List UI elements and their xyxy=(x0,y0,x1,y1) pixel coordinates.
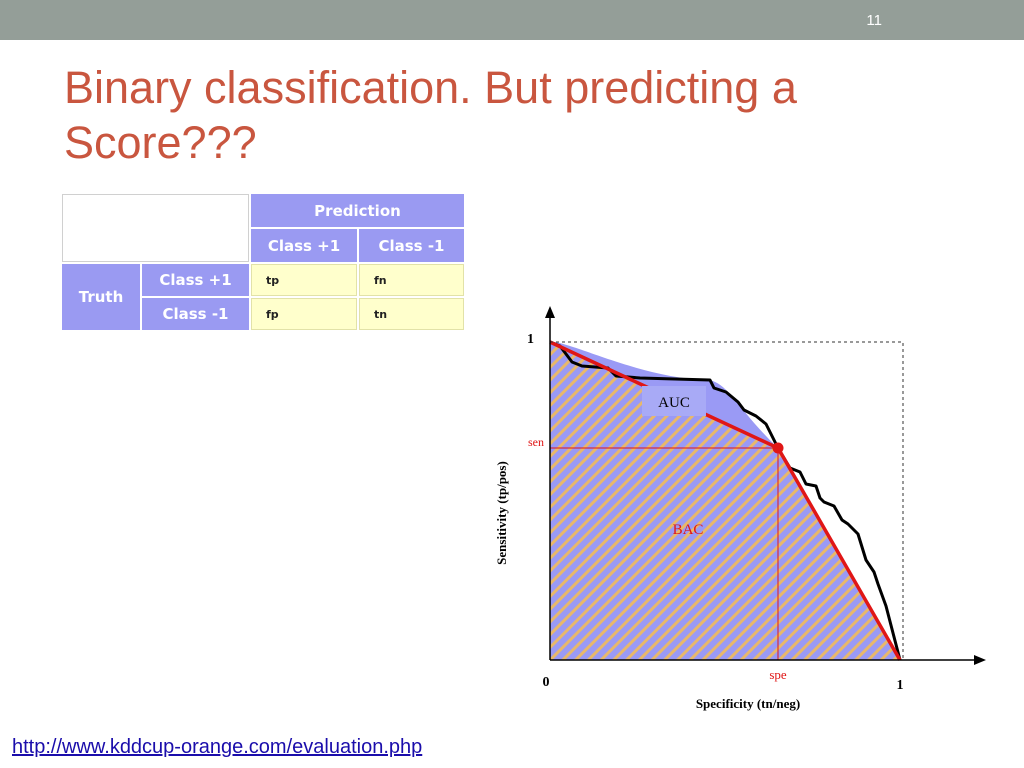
cell-tn: tn xyxy=(359,298,464,330)
cell-fn: fn xyxy=(359,264,464,296)
bac-label: BAC xyxy=(673,522,704,538)
bac-area xyxy=(550,342,900,660)
auc-label-box xyxy=(642,386,706,416)
truth-class-neg-header: Class -1 xyxy=(142,298,249,330)
page-number: 11 xyxy=(866,12,882,29)
prediction-header: Prediction xyxy=(251,194,464,227)
truth-header: Truth xyxy=(62,264,140,330)
matrix-blank-corner xyxy=(62,194,249,262)
x-axis-label: Specificity (tn/neg) xyxy=(696,696,800,711)
auc-label: AUC xyxy=(658,395,690,411)
pred-class-neg-header: Class -1 xyxy=(359,229,464,262)
x-axis-arrow-icon xyxy=(974,655,986,665)
y-tick-top: 1 xyxy=(527,332,534,347)
slide-top-bar: 11 xyxy=(0,0,1024,40)
auc-bac-diagram: AUC BAC 1 sen 0 spe 1 Specificity (tn/ne… xyxy=(494,306,986,711)
spe-label: spe xyxy=(769,667,787,682)
sen-label: sen xyxy=(528,435,544,449)
operating-point xyxy=(772,442,784,454)
y-axis-arrow-icon xyxy=(545,306,555,318)
slide-title: Binary classification. But predicting a … xyxy=(64,62,797,168)
pred-class-pos-header: Class +1 xyxy=(251,229,357,262)
cell-fp: fp xyxy=(251,298,357,330)
x-tick-right: 1 xyxy=(897,678,904,693)
y-axis-label: Sensitivity (tp/pos) xyxy=(494,461,509,565)
cell-tp: tp xyxy=(251,264,357,296)
origin-label: 0 xyxy=(543,675,550,690)
confusion-matrix: Prediction Class +1 Class -1 Truth Class… xyxy=(60,192,466,332)
unit-square-outline xyxy=(550,341,904,660)
truth-class-pos-header: Class +1 xyxy=(142,264,249,296)
source-link[interactable]: http://www.kddcup-orange.com/evaluation.… xyxy=(12,736,423,758)
